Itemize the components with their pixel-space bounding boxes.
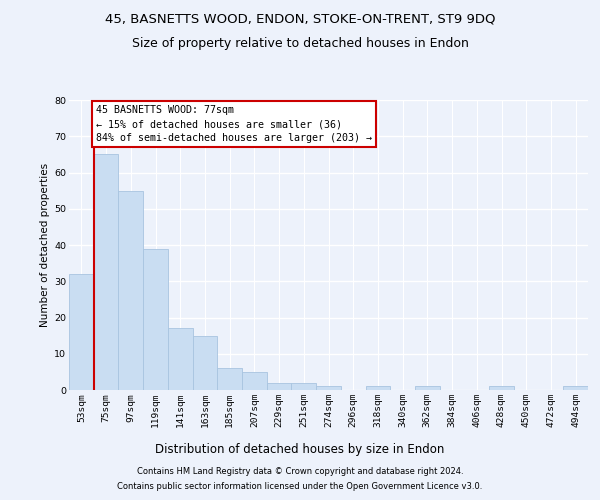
Bar [193,336,217,390]
Bar [365,386,390,390]
Bar [316,386,341,390]
Text: Distribution of detached houses by size in Endon: Distribution of detached houses by size … [155,442,445,456]
Text: 45, BASNETTS WOOD, ENDON, STOKE-ON-TRENT, ST9 9DQ: 45, BASNETTS WOOD, ENDON, STOKE-ON-TRENT… [105,12,495,26]
Text: Contains public sector information licensed under the Open Government Licence v3: Contains public sector information licen… [118,482,482,491]
Bar [118,190,143,390]
Bar [69,274,94,390]
Bar [267,383,292,390]
Y-axis label: Number of detached properties: Number of detached properties [40,163,50,327]
Bar [168,328,193,390]
Bar [563,386,588,390]
Text: 45 BASNETTS WOOD: 77sqm
← 15% of detached houses are smaller (36)
84% of semi-de: 45 BASNETTS WOOD: 77sqm ← 15% of detache… [96,106,372,144]
Bar [292,383,316,390]
Bar [415,386,440,390]
Bar [94,154,118,390]
Bar [242,372,267,390]
Text: Contains HM Land Registry data © Crown copyright and database right 2024.: Contains HM Land Registry data © Crown c… [137,467,463,476]
Bar [217,368,242,390]
Bar [143,248,168,390]
Text: Size of property relative to detached houses in Endon: Size of property relative to detached ho… [131,38,469,51]
Bar [489,386,514,390]
